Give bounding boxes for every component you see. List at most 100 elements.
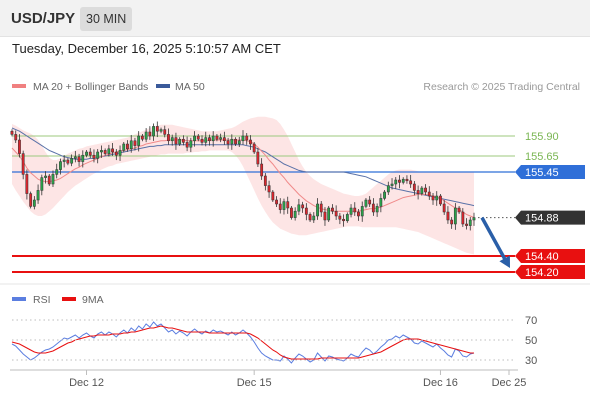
rsi-tick-label: 30 (525, 355, 537, 367)
candle-body (107, 148, 111, 154)
time-tick-label: Dec 16 (423, 377, 458, 389)
candle-body (167, 134, 170, 142)
candle-body (81, 154, 85, 162)
candle-body (170, 137, 174, 142)
candle-body (100, 150, 103, 153)
timeframe-button[interactable]: 30 MIN (80, 7, 133, 31)
target-tag (515, 249, 585, 263)
candle-body (159, 129, 163, 132)
legend-ma20-label: MA 20 + Bollinger Bands (33, 81, 148, 93)
candle-body (278, 203, 282, 210)
candle-body (152, 126, 155, 137)
candle-body (319, 203, 323, 213)
candle-body (47, 175, 51, 185)
candle-body (424, 187, 427, 193)
candle-body (312, 215, 316, 221)
symbol-title: USD/JPY (11, 10, 76, 27)
candle-body (364, 199, 368, 207)
candle-body (398, 179, 401, 183)
candle-body (249, 139, 252, 145)
candle-body (122, 143, 126, 151)
candle-body (386, 185, 390, 193)
time-tick-label: Dec 12 (69, 377, 104, 389)
candle-body (185, 142, 189, 148)
last-price-tag (515, 210, 585, 225)
candle-body (18, 139, 21, 154)
candle-body (308, 214, 312, 221)
candle-body (237, 140, 241, 145)
candle-body (304, 207, 308, 215)
credit-text: Research © 2025 Trading Central (423, 81, 580, 93)
rsi-tick-label: 70 (525, 315, 537, 327)
candle-body (360, 206, 364, 217)
candle-body (200, 138, 204, 143)
candle-body (226, 140, 230, 145)
candle-body (189, 140, 193, 148)
target-tag (515, 265, 585, 279)
rsi-line (11, 321, 475, 364)
candle-body (70, 158, 74, 164)
candle-body (260, 163, 264, 177)
candle-body (427, 191, 431, 197)
candle-body (126, 143, 129, 150)
projection-arrow-line (480, 216, 509, 264)
candle-body (297, 204, 301, 212)
candle-body (301, 204, 305, 209)
time-tick-label: Dec 25 (492, 377, 527, 389)
legend-9ma-label: 9MA (82, 294, 104, 306)
candle-body (204, 137, 208, 143)
candle-body (219, 137, 223, 140)
candle-body (88, 151, 92, 156)
last-price-label: 154.88 (525, 213, 559, 225)
candle-body (412, 183, 416, 191)
candle-body (394, 179, 398, 185)
candle-body (140, 135, 144, 140)
candle-body (73, 156, 77, 159)
candle-body (327, 207, 331, 221)
candle-body (21, 153, 25, 175)
candle-body (234, 138, 237, 145)
candle-body (181, 138, 185, 143)
candle-body (133, 140, 137, 146)
candle-body (453, 207, 457, 225)
legend-rsi-swatch (12, 297, 26, 301)
target-label: 154.20 (525, 267, 559, 279)
candle-body (14, 134, 18, 141)
candle-body (111, 148, 114, 153)
candle-body (144, 131, 148, 140)
candle-body (409, 180, 413, 185)
candle-body (29, 193, 33, 207)
candle-body (77, 156, 81, 162)
candle-body (267, 185, 271, 193)
target-label: 154.40 (525, 251, 559, 263)
candle-body (241, 135, 245, 142)
candle-body (208, 137, 211, 142)
resistance-label: 155.65 (525, 151, 559, 163)
candle-body (85, 151, 88, 156)
candle-body (468, 219, 472, 226)
candle-body (59, 161, 62, 170)
candle-body (36, 190, 40, 201)
candle-body (271, 191, 275, 201)
candle-body (25, 174, 29, 194)
candle-body (293, 210, 297, 218)
candle-body (472, 217, 476, 221)
candle-body (40, 177, 44, 191)
candle-body (222, 137, 226, 142)
pivot-tag (515, 165, 585, 179)
ma50-line (11, 127, 475, 207)
candle-body (193, 135, 196, 142)
candle-body (118, 150, 122, 156)
candle-body (416, 190, 420, 194)
candle-body (66, 159, 70, 164)
candle-body (371, 203, 375, 213)
candle-body (129, 140, 133, 150)
candle-body (345, 214, 349, 222)
candle-body (439, 195, 442, 205)
candle-body (405, 178, 409, 182)
candle-body (442, 203, 446, 213)
candle-body (286, 201, 290, 209)
resistance-label: 155.90 (525, 131, 559, 143)
candle-body (62, 159, 66, 162)
candle-body (349, 207, 353, 215)
